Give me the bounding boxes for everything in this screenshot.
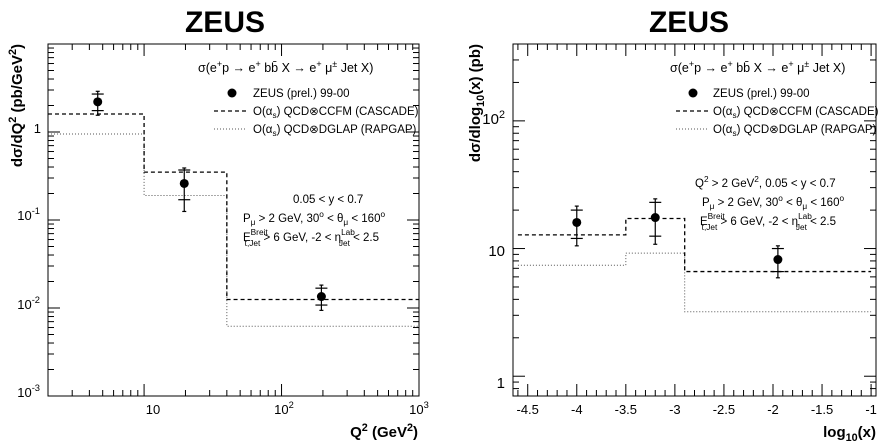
right-x-tick-label-3: -3 <box>669 402 681 417</box>
right-panel: ZEUS -4.5 -4 -3.5 -3 -2.5 -2 -1.5 -1 1 1… <box>467 6 879 443</box>
right-y-axis-label: dσ/dlog10(x) (pb) <box>467 44 487 162</box>
right-cuts: Q2 > 2 GeV2, 0.05 < y < 0.7 Pμ > 2 GeV, … <box>695 175 844 232</box>
left-y-tick-label-0.01: 10-2 <box>17 295 40 312</box>
left-data-points <box>91 90 328 311</box>
right-y-tick-label-1: 1 <box>497 375 505 392</box>
right-x-tick-label-4: -2.5 <box>713 402 735 417</box>
left-x-axis-label: Q2 (GeV2) <box>350 422 418 441</box>
left-legend: ZEUS (prel.) 99-00 O(αs) QCD⊗CCFM (CASCA… <box>214 88 419 138</box>
right-dglap-histogram <box>517 252 872 313</box>
right-x-tick-label-0: -4.5 <box>517 402 539 417</box>
left-data-point-marker <box>316 292 326 302</box>
right-data-point-marker <box>773 255 783 265</box>
left-panel: ZEUS 10 102 103 1 10-1 10-2 10-3 Q2 (GeV… <box>7 6 429 441</box>
right-cut-1: Q2 > 2 GeV2, 0.05 < y < 0.7 <box>695 175 836 190</box>
left-dglap-histogram <box>48 133 419 327</box>
right-data-points <box>570 198 784 279</box>
left-legend-data-marker <box>227 88 237 98</box>
right-ccfm-histogram <box>517 217 872 273</box>
left-ccfm-histogram <box>48 113 419 301</box>
right-dglap-step-line <box>517 252 872 313</box>
left-x-tick-label-100: 102 <box>274 400 294 417</box>
right-x-tick-label-1: -4 <box>571 402 583 417</box>
right-x-axis-label: log10(x) <box>823 424 876 443</box>
left-legend-ccfm-label: O(αs) QCD⊗CCFM (CASCADE) <box>253 106 419 120</box>
right-legend-ccfm-label: O(αs) QCD⊗CCFM (CASCADE) <box>713 106 879 120</box>
left-legend-dglap-label: O(αs) QCD⊗DGLAP (RAPGAP) <box>253 124 417 138</box>
right-chart-title: ZEUS <box>649 6 729 39</box>
right-legend-dglap-label: O(αs) QCD⊗DGLAP (RAPGAP) <box>713 124 877 138</box>
right-ccfm-step-line <box>517 217 872 273</box>
left-y-tick-label-1: 1 <box>34 121 41 136</box>
left-y-tick-label-0.1: 10-1 <box>17 206 40 223</box>
left-chart-title: ZEUS <box>185 6 265 39</box>
right-cut-2: Pμ > 2 GeV, 30o < θμ < 160o <box>702 194 844 211</box>
left-x-tick-label-1000: 103 <box>409 400 429 417</box>
right-process-label: σ(e+p → e+ bb̄ X → e+ μ± Jet X) <box>670 59 845 75</box>
right-x-tick-labels: -4.5 -4 -3.5 -3 -2.5 -2 -1.5 -1 <box>517 402 877 417</box>
right-y-tick-label-100: 102 <box>482 109 505 128</box>
right-legend-data-marker <box>688 88 698 98</box>
right-x-tick-label-7: -1 <box>865 402 877 417</box>
left-y-axis-label: dσ/dQ2 (pb/GeV2) <box>7 44 26 167</box>
right-y-tick-label-10: 10 <box>488 243 505 260</box>
left-cut-3: EBreit t,Jet > 6 GeV, -2 < ηLab Jet < 2.5 <box>243 228 379 248</box>
left-process-label: σ(e+p → e+ bb̄ X → e+ μ± Jet X) <box>198 59 373 75</box>
right-x-tick-label-2: -3.5 <box>615 402 637 417</box>
right-cut-3: EBreit t,Jet > 6 GeV, -2 < ηLab Jet < 2.5 <box>700 212 836 232</box>
left-data-point-marker <box>179 178 189 188</box>
left-cut-1: 0.05 < y < 0.7 <box>293 194 363 206</box>
right-legend-data-label: ZEUS (prel.) 99-00 <box>713 88 810 100</box>
left-cuts: 0.05 < y < 0.7 Pμ > 2 GeV, 30o < θμ < 16… <box>243 194 385 248</box>
right-legend: ZEUS (prel.) 99-00 O(αs) QCD⊗CCFM (CASCA… <box>676 88 879 138</box>
left-cut-2: Pμ > 2 GeV, 30o < θμ < 160o <box>243 210 385 227</box>
left-data-point-marker <box>93 97 103 107</box>
left-dglap-step-line <box>48 133 419 327</box>
right-x-tick-label-6: -1.5 <box>811 402 833 417</box>
left-y-tick-label-0.001: 10-3 <box>17 383 40 400</box>
left-legend-data-label: ZEUS (prel.) 99-00 <box>253 88 350 100</box>
right-data-point-marker <box>650 213 660 223</box>
right-x-tick-label-5: -2 <box>767 402 779 417</box>
left-x-tick-label-10: 10 <box>146 402 160 417</box>
right-axis-ticks <box>513 43 876 397</box>
right-data-point-marker <box>572 217 582 227</box>
left-ccfm-step-line <box>48 113 419 301</box>
left-axis-ticks <box>47 44 420 397</box>
